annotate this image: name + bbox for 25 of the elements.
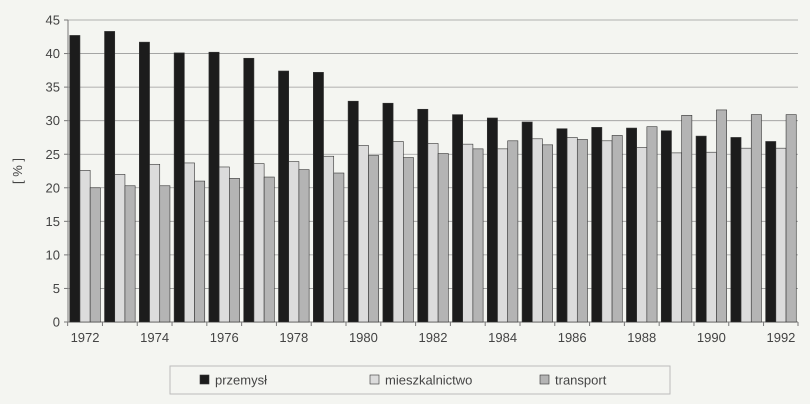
y-tick-label: 25 bbox=[46, 146, 60, 162]
x-tick-label: 1976 bbox=[210, 330, 239, 345]
y-tick-label: 35 bbox=[46, 80, 60, 95]
x-tick-label: 1982 bbox=[418, 330, 448, 345]
y-tick-label: 45 bbox=[46, 12, 60, 28]
x-tick-label: 1974 bbox=[140, 330, 170, 345]
x-tick-label: 1986 bbox=[558, 330, 587, 345]
x-tick-label: 1992 bbox=[766, 330, 796, 345]
legend-label: transport bbox=[555, 372, 607, 388]
legend-label: mieszkalnictwo bbox=[385, 372, 472, 388]
x-tick-label: 1972 bbox=[70, 330, 100, 345]
x-tick-label: 1988 bbox=[627, 330, 656, 345]
y-axis-title: [ % ] bbox=[10, 158, 25, 184]
legend-label: przemysł bbox=[215, 372, 268, 388]
x-tick-label: 1980 bbox=[348, 330, 378, 345]
y-tick-label: 30 bbox=[46, 113, 60, 128]
y-tick-label: 10 bbox=[46, 247, 60, 262]
x-tick-label: 1990 bbox=[696, 330, 726, 345]
y-tick-label: 0 bbox=[52, 314, 60, 330]
y-tick-label: 5 bbox=[52, 280, 60, 296]
x-tick-label: 1978 bbox=[279, 330, 308, 345]
x-tick-label: 1984 bbox=[488, 330, 518, 345]
y-tick-label: 15 bbox=[46, 214, 60, 229]
y-tick-label: 20 bbox=[46, 180, 60, 196]
y-tick-label: 40 bbox=[46, 46, 60, 62]
